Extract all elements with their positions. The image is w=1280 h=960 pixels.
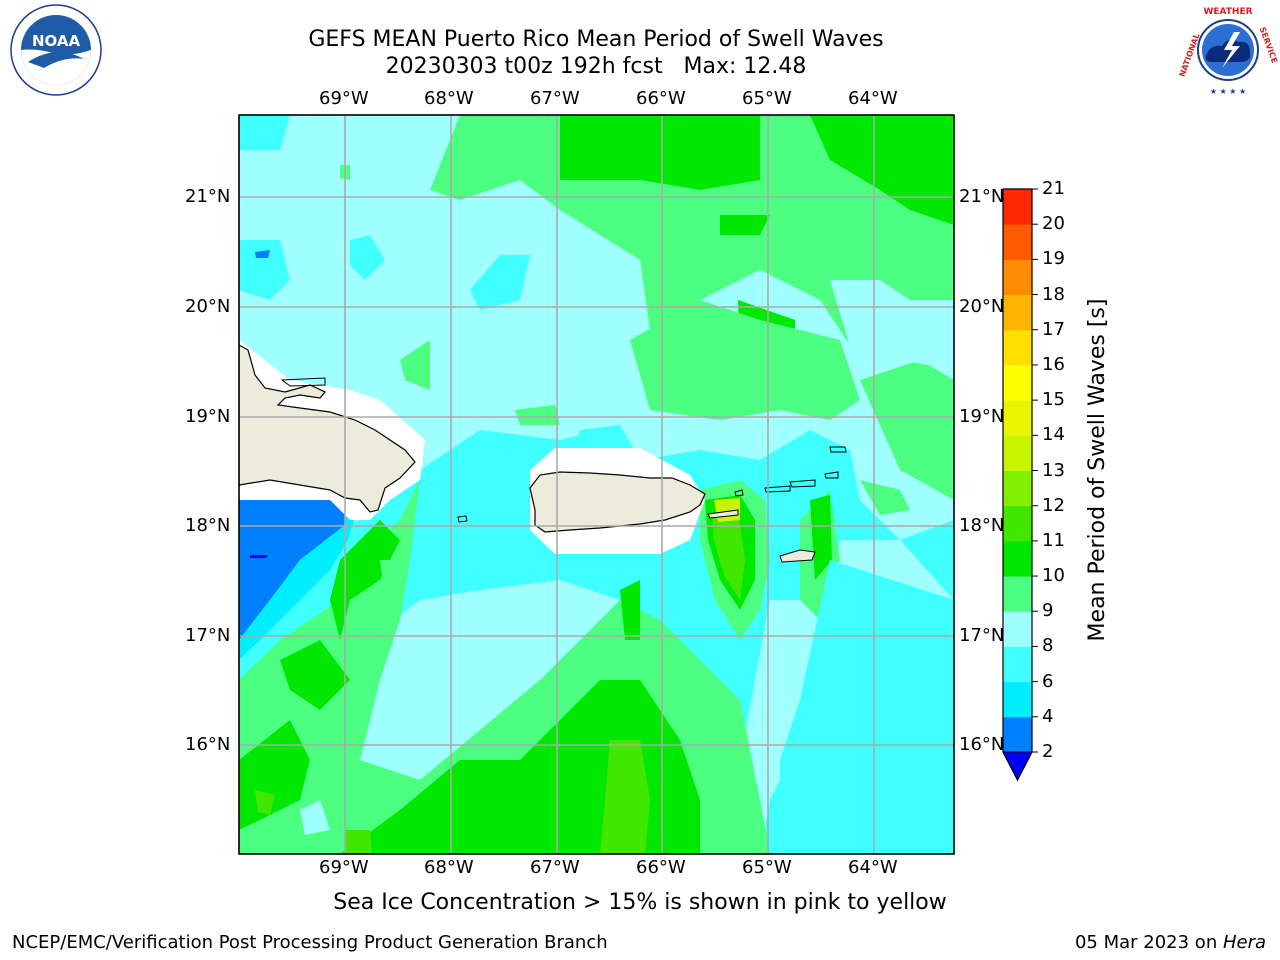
colorbar-tick-label: 8 xyxy=(1042,635,1054,657)
lat-label-left: 18°N xyxy=(185,515,231,536)
colorbar-segment xyxy=(1003,470,1032,507)
svg-text:★ ★ ★ ★: ★ ★ ★ ★ xyxy=(1210,87,1246,96)
colorbar-tick-label: 15 xyxy=(1042,389,1065,411)
lon-label-bottom: 64°W xyxy=(848,857,898,878)
footer-machine: Hera xyxy=(1222,932,1266,953)
colorbar-segment xyxy=(1003,259,1032,296)
svg-text:WEATHER: WEATHER xyxy=(1203,7,1252,17)
colorbar-segment xyxy=(1003,646,1032,683)
colorbar-tick-label: 21 xyxy=(1042,178,1065,199)
colorbar-tick-label: 11 xyxy=(1042,529,1065,551)
colorbar-segment xyxy=(1003,505,1032,542)
lon-label-top: 69°W xyxy=(319,88,369,109)
lat-label-left: 17°N xyxy=(185,625,231,646)
colorbar-tick-label: 4 xyxy=(1042,705,1054,727)
colorbar-tick-label: 14 xyxy=(1042,424,1065,446)
colorbar-tick-label: 2 xyxy=(1042,741,1054,762)
colorbar-segment xyxy=(1003,364,1032,401)
colorbar xyxy=(1002,188,1038,782)
lat-label-right: 16°N xyxy=(959,734,1005,755)
colorbar-tick-label: 17 xyxy=(1042,318,1065,340)
map-gridlines xyxy=(239,115,954,854)
colorbar-segment xyxy=(1003,224,1032,260)
lon-label-top: 65°W xyxy=(742,88,792,109)
lon-label-top: 67°W xyxy=(530,88,580,109)
lon-label-top: 66°W xyxy=(636,88,686,109)
lat-label-left: 16°N xyxy=(185,734,231,755)
colorbar-tick-label: 13 xyxy=(1042,459,1065,481)
lon-label-bottom: 67°W xyxy=(530,857,580,878)
colorbar-segment xyxy=(1003,681,1032,718)
lat-label-left: 21°N xyxy=(185,186,231,207)
lat-label-right: 21°N xyxy=(959,186,1005,207)
colorbar-segment xyxy=(1003,189,1032,225)
lon-label-bottom: 66°W xyxy=(636,857,686,878)
colorbar-tick-label: 6 xyxy=(1042,670,1054,692)
colorbar-segment xyxy=(1003,611,1032,647)
contour-fills xyxy=(239,115,954,854)
lat-label-right: 18°N xyxy=(959,515,1005,536)
lon-label-bottom: 68°W xyxy=(424,857,474,878)
colorbar-tick-label: 18 xyxy=(1042,283,1065,305)
colorbar-tick-label: 20 xyxy=(1042,213,1065,235)
colorbar-segment xyxy=(1003,540,1032,577)
footer-credit: NCEP/EMC/Verification Post Processing Pr… xyxy=(12,932,608,953)
colorbar-underflow-triangle xyxy=(1002,751,1033,782)
lat-label-right: 20°N xyxy=(959,296,1005,317)
lon-label-bottom: 65°W xyxy=(742,857,792,878)
colorbar-segment xyxy=(1003,329,1032,366)
lon-label-bottom: 69°W xyxy=(319,857,369,878)
lat-label-left: 20°N xyxy=(185,296,231,317)
colorbar-frame xyxy=(1002,188,1033,782)
lat-label-left: 19°N xyxy=(185,406,231,427)
noaa-logo: NOAA xyxy=(4,4,102,98)
colorbar-label: Mean Period of Swell Waves [s] xyxy=(1085,298,1110,642)
caption: Sea Ice Concentration > 15% is shown in … xyxy=(333,890,947,915)
map-frame xyxy=(238,114,955,855)
colorbar-tick-label: 9 xyxy=(1042,600,1054,622)
chart-title: GEFS MEAN Puerto Rico Mean Period of Swe… xyxy=(308,27,884,52)
colorbar-segment xyxy=(1003,576,1032,612)
lon-label-top: 64°W xyxy=(848,88,898,109)
nws-logo: WEATHER NATIONAL SERVICE ★ ★ ★ ★ xyxy=(1176,0,1280,100)
colorbar-tick-label: 16 xyxy=(1042,353,1065,375)
colorbar-segment xyxy=(1003,294,1032,331)
colorbar-tick-label: 19 xyxy=(1042,248,1065,270)
footer-date: 05 Mar 2023 on Hera xyxy=(1075,932,1266,953)
chart-subtitle: 20230303 t00z 192h fcst Max: 12.48 xyxy=(385,54,807,79)
noaa-logo-text: NOAA xyxy=(32,32,81,50)
lat-label-right: 17°N xyxy=(959,625,1005,646)
lat-label-right: 19°N xyxy=(959,406,1005,427)
lon-label-top: 68°W xyxy=(424,88,474,109)
colorbar-segment xyxy=(1003,435,1032,471)
colorbar-segment xyxy=(1003,400,1032,436)
footer-date-text: 05 Mar 2023 on xyxy=(1074,932,1223,953)
colorbar-tick-label: 10 xyxy=(1042,565,1065,587)
colorbar-tick-label: 12 xyxy=(1042,494,1065,516)
colorbar-segment xyxy=(1003,716,1032,753)
